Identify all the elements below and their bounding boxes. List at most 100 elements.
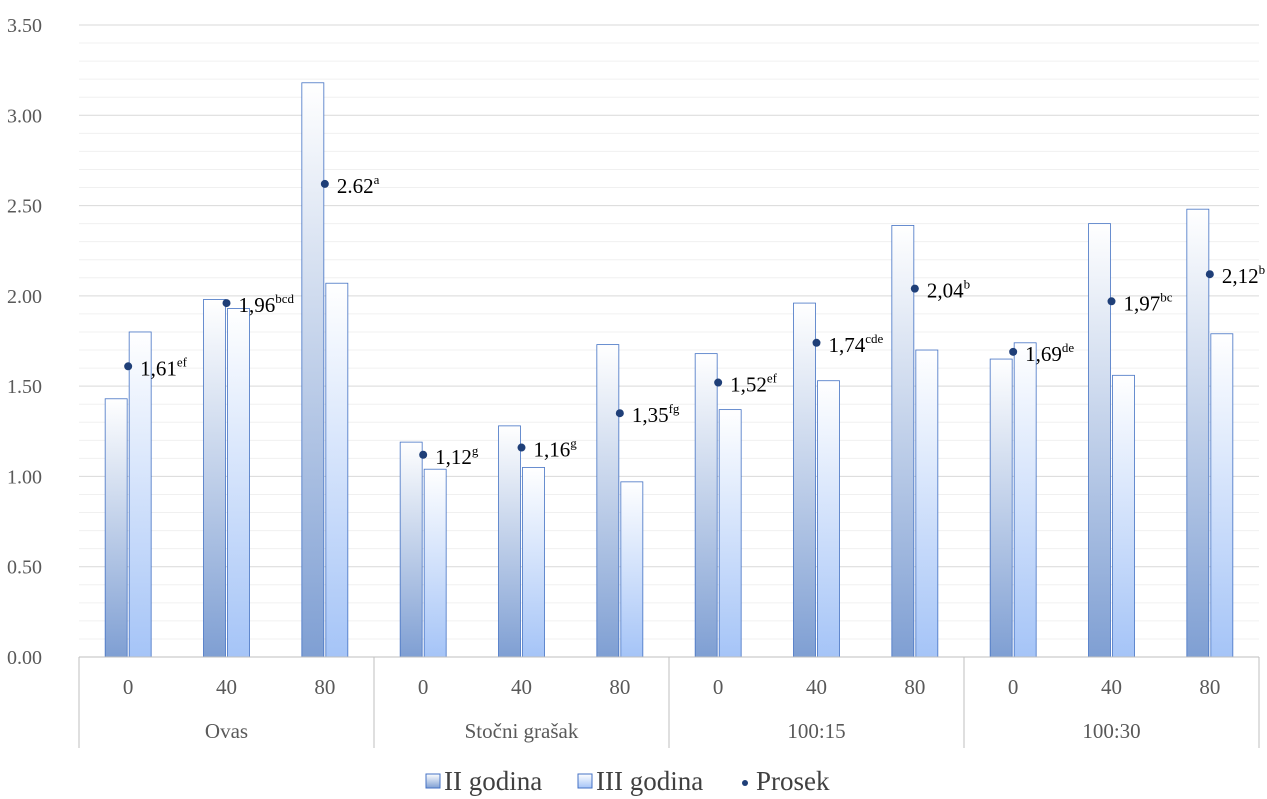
x-tick-label: 40 [511,675,532,699]
bar-iii-godina [325,282,349,658]
x-tick-label: 80 [314,675,335,699]
legend-label-ii-godina: II godina [444,766,542,796]
y-tick-label: 2.50 [7,196,42,218]
data-label-value: 1,35 [632,403,669,427]
data-label: 2,04b [927,277,970,303]
average-points [124,179,1214,459]
data-label-superscript: a [374,172,380,187]
x-tick-label: 0 [418,675,429,699]
data-label-value: 1,74 [829,333,866,357]
bar-iii-godina [718,409,742,658]
data-label-superscript: fg [669,401,680,416]
bar-ii-godina [694,353,718,658]
point-prosek [812,338,821,347]
point-prosek [615,409,624,418]
data-label: 1,52ef [730,371,778,397]
point-prosek [910,284,919,293]
bar-iii-godina [620,481,644,658]
data-label-value: 1,52 [730,373,767,397]
legend-marker-prosek [742,780,748,786]
data-label-superscript: bcd [275,291,294,306]
data-label: 1,12g [435,443,479,469]
data-label-value: 2,12 [1222,264,1259,288]
x-tick-label: 0 [123,675,134,699]
data-label-value: 1,12 [435,445,472,469]
bar-ii-godina [989,358,1013,658]
point-prosek [1107,297,1116,306]
bar-iii-godina [915,349,939,658]
bar-ii-godina [203,299,226,658]
point-prosek [320,179,329,188]
gridlines [79,24,1259,640]
y-tick-label: 1.50 [7,376,42,398]
data-label-superscript: ef [767,371,778,386]
x-axis-category-labels: 0 40 80 0 40 80 0 40 80 0 40 80 Ovas Stočni grašak 100… [123,675,1220,743]
y-tick-label: 3.50 [7,15,42,37]
y-tick-label: 2.00 [7,286,42,308]
data-label: 1,16g [534,436,578,462]
data-label-value: 2.62 [337,174,374,198]
y-axis-tick-labels: 0.00 0.50 1.00 1.50 2.00 2.50 3.00 3.50 [7,15,42,669]
bar-ii-godina [104,398,128,658]
bar-iii-godina [128,331,152,658]
data-label: 1,97bc [1124,289,1173,315]
x-tick-label: 40 [806,675,827,699]
point-prosek [1009,347,1018,356]
legend-label-prosek: Prosek [756,766,830,796]
data-label-value: 1,69 [1025,342,1062,366]
bar-ii-godina [399,441,423,658]
data-label-value: 1,97 [1124,291,1161,315]
y-tick-label: 0.50 [7,557,42,579]
x-tick-label: 0 [1008,675,1019,699]
bar-iii-godina [522,466,545,658]
x-axis [78,656,1260,748]
data-label-superscript: bc [1160,289,1173,304]
group-label: Ovas [205,719,248,743]
legend-item-iii-godina: III godina [577,766,703,796]
bars [104,82,1234,658]
legend-item-prosek: Prosek [742,766,830,796]
point-prosek [517,443,526,452]
data-label-superscript: b [1259,262,1266,277]
point-prosek [419,450,428,459]
bar-iii-godina [1210,333,1234,658]
bar-ii-godina [1186,208,1210,658]
data-label-superscript: g [472,443,479,458]
point-prosek [714,378,723,387]
data-label: 1,61ef [140,354,188,380]
point-prosek [222,299,231,308]
bar-ii-godina [498,425,521,658]
group-label: Stočni grašak [465,719,579,743]
data-label-superscript: g [570,436,577,451]
data-label-value: 2,04 [927,279,964,303]
data-label-superscript: cde [865,331,883,346]
bar-iii-godina [1112,374,1135,658]
data-label-value: 1,61 [140,356,177,380]
data-label: 1,74cde [829,331,884,357]
data-label-superscript: b [964,277,971,292]
legend: II godina III godina Prosek [425,766,830,796]
data-label: 1,69de [1025,340,1074,366]
bar-iii-godina [227,308,250,658]
bar-ii-godina [301,82,325,658]
x-tick-label: 0 [713,675,724,699]
x-tick-label: 80 [1199,675,1220,699]
bar-ii-godina [1088,223,1111,658]
x-tick-label: 80 [609,675,630,699]
legend-item-ii-godina: II godina [425,766,542,796]
group-label: 100:30 [1082,719,1140,743]
point-prosek [124,362,133,371]
legend-swatch-iii-godina [577,773,593,789]
data-label: 2.62a [337,172,380,198]
bar-ii-godina [793,302,816,658]
x-tick-label: 40 [216,675,237,699]
bar-ii-godina [596,344,620,658]
y-tick-label: 0.00 [7,647,42,669]
bar-iii-godina [817,380,840,658]
y-tick-label: 1.00 [7,466,42,488]
group-label: 100:15 [787,719,845,743]
data-label: 1,96bcd [239,291,295,317]
bar-iii-godina [423,468,447,658]
